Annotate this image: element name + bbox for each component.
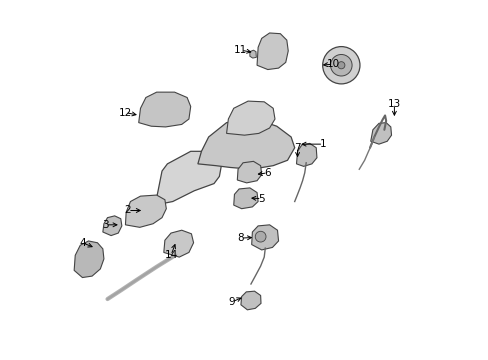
Text: 5: 5 xyxy=(258,194,264,204)
Polygon shape xyxy=(139,92,190,127)
Text: 6: 6 xyxy=(264,168,270,178)
Polygon shape xyxy=(163,230,193,257)
Circle shape xyxy=(330,54,351,76)
Text: 3: 3 xyxy=(102,220,108,230)
Polygon shape xyxy=(237,161,261,183)
Polygon shape xyxy=(251,225,278,250)
Circle shape xyxy=(255,231,265,242)
Polygon shape xyxy=(370,123,391,144)
Text: 4: 4 xyxy=(79,238,85,248)
Text: 13: 13 xyxy=(387,99,400,109)
Text: 2: 2 xyxy=(124,206,131,216)
Polygon shape xyxy=(249,50,256,58)
Polygon shape xyxy=(102,216,122,235)
Text: 7: 7 xyxy=(294,143,300,153)
Polygon shape xyxy=(74,241,104,278)
Circle shape xyxy=(322,46,359,84)
Polygon shape xyxy=(241,291,261,310)
Circle shape xyxy=(337,62,344,69)
Text: 14: 14 xyxy=(164,250,177,260)
Polygon shape xyxy=(198,119,294,169)
Text: 10: 10 xyxy=(326,59,339,69)
Polygon shape xyxy=(156,151,223,203)
Text: 11: 11 xyxy=(234,45,247,55)
Polygon shape xyxy=(257,33,287,69)
Polygon shape xyxy=(226,101,274,135)
Polygon shape xyxy=(296,143,316,166)
Polygon shape xyxy=(233,188,258,209)
Text: 1: 1 xyxy=(320,139,326,149)
Text: 12: 12 xyxy=(119,108,132,118)
Text: 9: 9 xyxy=(228,297,235,307)
Text: 8: 8 xyxy=(237,233,244,243)
Polygon shape xyxy=(125,195,166,227)
